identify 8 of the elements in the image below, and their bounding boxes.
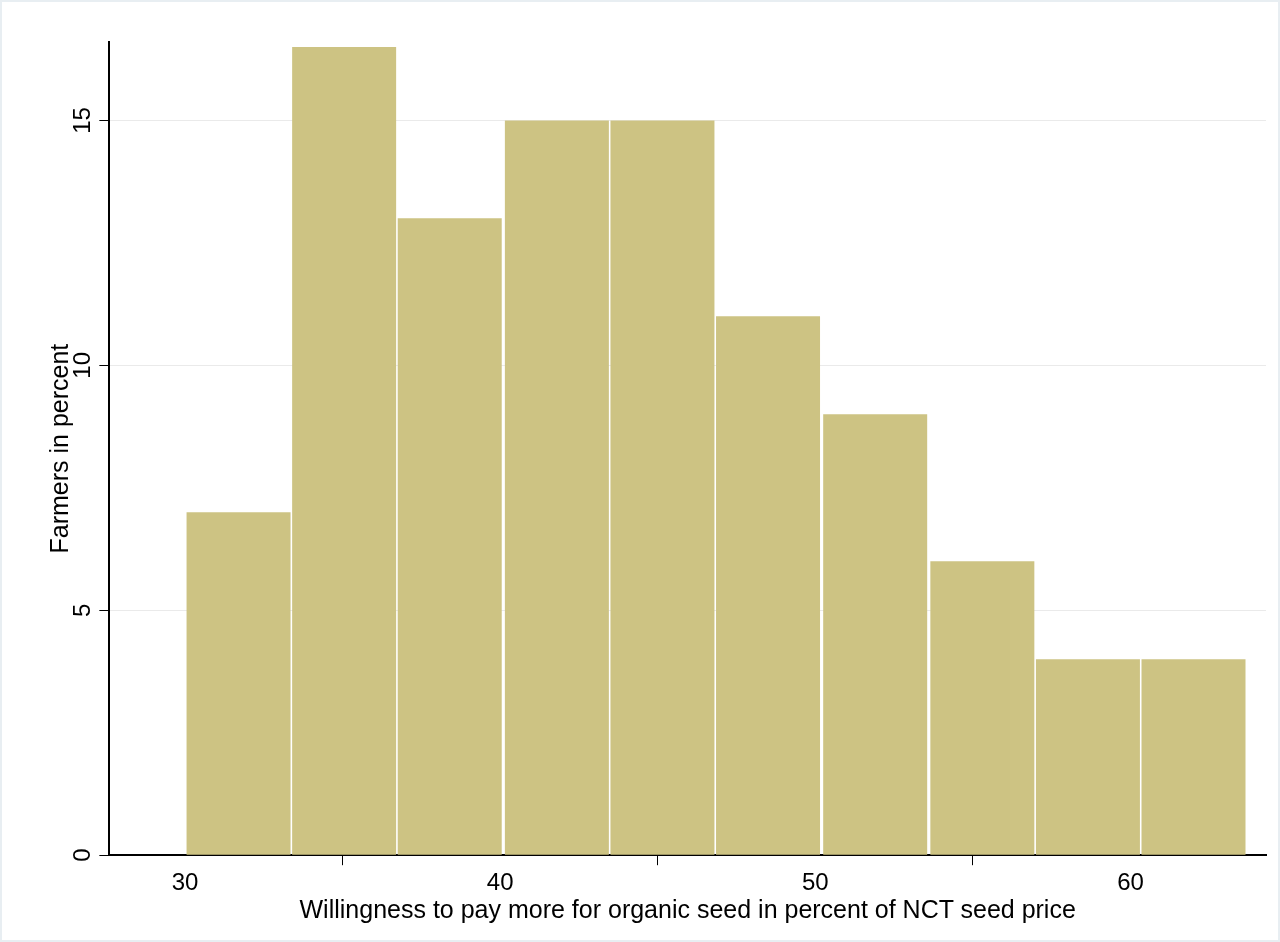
x-tick-label: 60	[1117, 868, 1144, 896]
y-tick-label: 15	[67, 107, 95, 134]
x-axis-title: Willingness to pay more for organic seed in percent of NCT seed price	[299, 894, 1076, 923]
x-tick-label: 50	[801, 868, 829, 896]
x-tick-label: 40	[486, 868, 514, 896]
x-tick-label: 30	[171, 868, 199, 896]
y-tick-label: 5	[67, 603, 95, 617]
y-tick-label: 0	[67, 848, 95, 862]
